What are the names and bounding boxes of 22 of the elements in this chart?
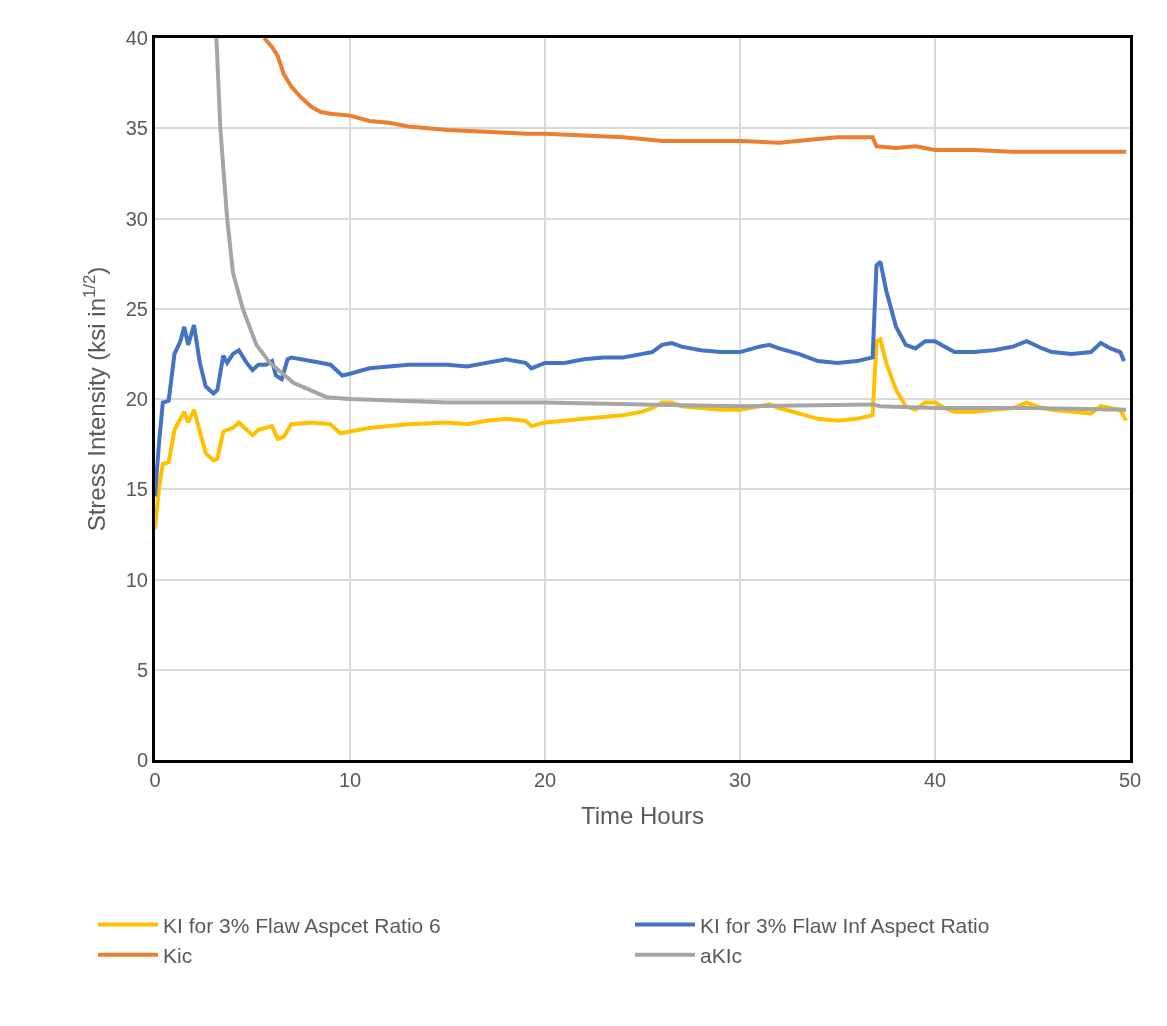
line-series [262,38,1129,154]
x-tick-label: 50 [1118,769,1142,791]
x-tick-label: 20 [533,769,557,791]
line-series [214,38,1129,412]
legend-label: aKIc [700,944,743,968]
line-series [155,259,1127,499]
legend-label: KI for 3% Flaw Aspcet Ratio 6 [163,913,441,937]
x-tick-label: 10 [338,769,362,791]
y-tick-label: 15 [125,478,148,501]
y-tick-label: 5 [136,658,148,681]
x-tick-label: 40 [923,769,947,791]
y-tick-label: 0 [136,749,148,771]
y-tick-label: 35 [125,117,148,140]
x-axis-title: Time Hours [580,802,705,830]
legend-label: Kic [163,944,193,968]
y-tick-label: 10 [125,568,148,591]
legend-label: KI for 3% Flaw Inf Aspect Ratio [700,913,990,937]
y-tick-label: 25 [125,297,148,320]
y-tick-label: 30 [125,207,148,230]
x-tick-label: 30 [728,769,752,791]
y-tick-label: 20 [125,388,148,410]
y-tick-label: 40 [125,27,148,49]
